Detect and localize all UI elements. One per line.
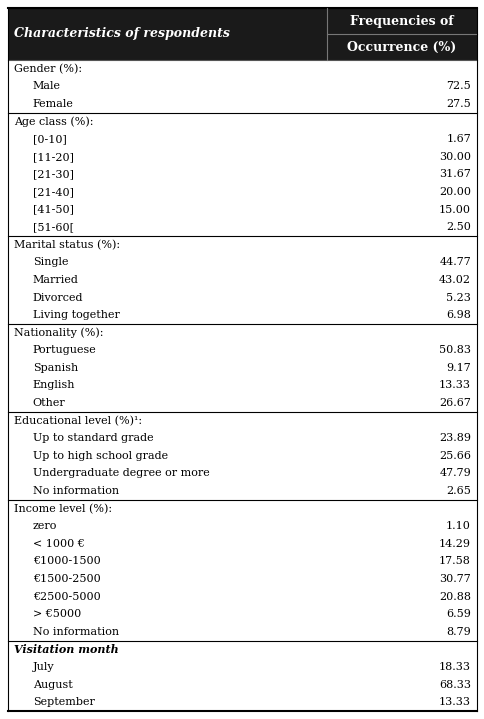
Text: Single: Single <box>33 257 68 267</box>
Text: Other: Other <box>33 398 65 408</box>
Text: Nationality (%):: Nationality (%): <box>14 327 103 338</box>
Text: Undergraduate degree or more: Undergraduate degree or more <box>33 469 209 478</box>
Text: 23.89: 23.89 <box>438 434 470 444</box>
Text: 6.98: 6.98 <box>445 310 470 320</box>
Text: Married: Married <box>33 275 78 285</box>
Text: Age class (%):: Age class (%): <box>14 116 93 127</box>
Text: €1500-2500: €1500-2500 <box>33 574 100 584</box>
Text: 43.02: 43.02 <box>438 275 470 285</box>
Text: [41-50]: [41-50] <box>33 204 74 214</box>
Text: Frequencies of: Frequencies of <box>349 14 453 27</box>
Text: 15.00: 15.00 <box>438 204 470 214</box>
Text: [21-40]: [21-40] <box>33 187 74 197</box>
Text: 30.00: 30.00 <box>438 152 470 162</box>
Text: Up to high school grade: Up to high school grade <box>33 451 167 461</box>
Text: Up to standard grade: Up to standard grade <box>33 434 153 444</box>
Text: 47.79: 47.79 <box>439 469 470 478</box>
Text: 14.29: 14.29 <box>438 539 470 549</box>
Text: Educational level (%)¹:: Educational level (%)¹: <box>14 416 142 426</box>
Text: Visitation month: Visitation month <box>14 644 119 655</box>
Text: September: September <box>33 697 94 707</box>
Text: [11-20]: [11-20] <box>33 152 74 162</box>
Text: 8.79: 8.79 <box>445 627 470 637</box>
Text: 30.77: 30.77 <box>439 574 470 584</box>
Text: Gender (%):: Gender (%): <box>14 64 82 74</box>
Text: August: August <box>33 679 73 690</box>
Text: €2500-5000: €2500-5000 <box>33 592 100 602</box>
Text: Income level (%):: Income level (%): <box>14 503 112 514</box>
Text: 2.50: 2.50 <box>445 222 470 232</box>
Text: 31.67: 31.67 <box>438 170 470 179</box>
Text: 27.5: 27.5 <box>445 99 470 109</box>
Bar <box>8 8 476 60</box>
Text: zero: zero <box>33 521 57 531</box>
Text: 25.66: 25.66 <box>438 451 470 461</box>
Text: No information: No information <box>33 486 119 496</box>
Text: July: July <box>33 662 54 672</box>
Text: No information: No information <box>33 627 119 637</box>
Text: [51-60[: [51-60[ <box>33 222 74 232</box>
Text: 18.33: 18.33 <box>438 662 470 672</box>
Text: 1.10: 1.10 <box>445 521 470 531</box>
Text: 20.00: 20.00 <box>438 187 470 197</box>
Text: 17.58: 17.58 <box>438 557 470 567</box>
Text: 9.17: 9.17 <box>445 363 470 373</box>
Text: 1.67: 1.67 <box>445 134 470 145</box>
Text: 6.59: 6.59 <box>445 609 470 619</box>
Text: 50.83: 50.83 <box>438 345 470 355</box>
Text: < 1000 €: < 1000 € <box>33 539 84 549</box>
Text: Occurrence (%): Occurrence (%) <box>347 40 455 53</box>
Text: Female: Female <box>33 99 74 109</box>
Text: Portuguese: Portuguese <box>33 345 96 355</box>
Text: Divorced: Divorced <box>33 293 83 303</box>
Text: [0-10]: [0-10] <box>33 134 66 145</box>
Text: 13.33: 13.33 <box>438 697 470 707</box>
Text: Characteristics of respondents: Characteristics of respondents <box>14 27 229 40</box>
Text: 68.33: 68.33 <box>438 679 470 690</box>
Text: Spanish: Spanish <box>33 363 78 373</box>
Text: Living together: Living together <box>33 310 120 320</box>
Text: €1000-1500: €1000-1500 <box>33 557 100 567</box>
Text: 13.33: 13.33 <box>438 380 470 390</box>
Text: Marital status (%):: Marital status (%): <box>14 239 120 250</box>
Text: 2.65: 2.65 <box>445 486 470 496</box>
Text: Male: Male <box>33 81 60 91</box>
Text: 5.23: 5.23 <box>445 293 470 303</box>
Text: 44.77: 44.77 <box>439 257 470 267</box>
Text: 72.5: 72.5 <box>445 81 470 91</box>
Text: 26.67: 26.67 <box>438 398 470 408</box>
Text: > €5000: > €5000 <box>33 609 81 619</box>
Text: 20.88: 20.88 <box>438 592 470 602</box>
Text: [21-30]: [21-30] <box>33 170 74 179</box>
Text: English: English <box>33 380 75 390</box>
